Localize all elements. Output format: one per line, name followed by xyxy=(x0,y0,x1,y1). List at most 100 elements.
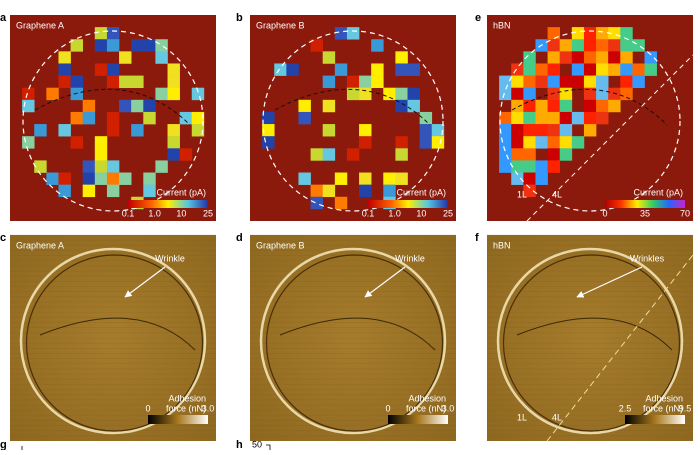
map-pixel xyxy=(583,51,597,64)
map-pixel xyxy=(262,111,275,125)
membrane-shadow xyxy=(25,254,204,432)
map-pixel xyxy=(523,148,536,161)
colorbar-tick: 2.5 xyxy=(619,403,632,413)
map-pixel xyxy=(608,39,621,52)
map-pixel xyxy=(571,63,585,76)
map-pixel xyxy=(371,63,384,76)
panel-letter: h xyxy=(236,439,243,450)
colorbar xyxy=(148,415,208,424)
colorbar xyxy=(368,200,448,208)
map-pixel xyxy=(94,148,108,161)
map-pixel xyxy=(523,111,536,125)
map-pixel xyxy=(559,111,573,125)
dashed-outline xyxy=(22,30,204,212)
map-pixel xyxy=(119,172,132,185)
map-pixel xyxy=(407,63,420,76)
colorbar xyxy=(128,200,208,208)
map-pixel xyxy=(58,124,71,137)
colorbar-tick: 0.1 xyxy=(122,208,135,218)
map-pixel xyxy=(620,63,633,76)
colorbar xyxy=(605,200,685,208)
map-pixel xyxy=(535,99,548,113)
map-pixel xyxy=(608,87,621,101)
panel-title: hBN xyxy=(493,20,511,30)
layer-label: 4L xyxy=(552,189,562,199)
map-pixel xyxy=(106,160,120,173)
map-pixel xyxy=(395,99,408,113)
map-pixel xyxy=(395,148,408,161)
map-pixel xyxy=(82,172,96,185)
map-pixel xyxy=(523,99,536,113)
colorbar-tick: 25 xyxy=(203,208,213,218)
wrinkle-line xyxy=(279,317,436,351)
map-pixel xyxy=(346,148,360,161)
colorbar-label: Adhesion xyxy=(645,393,683,403)
colorbar-label: Adhesion xyxy=(168,393,206,403)
map-pixel xyxy=(346,27,360,40)
panel-title: hBN xyxy=(493,240,511,250)
map-pixel xyxy=(523,75,536,89)
map-pixel xyxy=(511,99,524,113)
map-pixel xyxy=(608,63,621,76)
map-pixel xyxy=(419,136,433,149)
map-pixel xyxy=(143,111,156,125)
map-pixel xyxy=(632,39,645,52)
map-pixel xyxy=(571,75,585,89)
map-pixel xyxy=(547,51,561,64)
map-pixel xyxy=(286,63,299,76)
map-pixel xyxy=(559,99,573,113)
map-pixel xyxy=(131,75,144,89)
map-pixel xyxy=(547,63,561,76)
map-pixel xyxy=(608,27,621,40)
map-pixel xyxy=(167,63,180,76)
map-pixel xyxy=(511,75,524,89)
map-pixel xyxy=(523,63,536,76)
map-pixel xyxy=(82,160,96,173)
panel-title: Graphene B xyxy=(256,240,305,250)
map-pixel xyxy=(94,160,108,173)
map-pixel xyxy=(106,75,120,89)
colorbar-label: Adhesion xyxy=(408,393,446,403)
annotation: Wrinkles xyxy=(630,253,665,263)
wrinkle-trace xyxy=(511,88,668,126)
map-pixel xyxy=(511,111,524,125)
map-pixel xyxy=(511,136,524,149)
map-pixel xyxy=(82,184,96,198)
map-pixel xyxy=(547,160,561,173)
map-pixel xyxy=(620,51,633,64)
map-pixel xyxy=(632,75,645,89)
dashed-outline xyxy=(499,30,681,212)
map-pixel xyxy=(334,172,348,185)
map-pixel xyxy=(583,27,597,40)
map-pixel xyxy=(262,124,275,137)
colorbar-tick: 10 xyxy=(416,208,426,218)
wrinkle-trace xyxy=(274,88,431,126)
map-pixel xyxy=(274,63,287,76)
map-pixel xyxy=(131,124,144,137)
layer-label: 4L xyxy=(552,412,562,422)
map-pixel xyxy=(46,87,59,101)
map-pixel xyxy=(620,39,633,52)
axis-tick-label: 50 xyxy=(252,439,262,449)
map-pixel xyxy=(535,172,548,185)
map-pixel xyxy=(298,172,311,185)
wrinkle-line xyxy=(39,317,196,351)
map-pixel xyxy=(571,111,585,125)
map-pixel xyxy=(583,99,597,113)
panel-title: Graphene A xyxy=(16,240,64,250)
map-pixel xyxy=(395,51,408,64)
map-pixel xyxy=(155,160,168,173)
map-pixel xyxy=(535,160,548,173)
map-pixel xyxy=(322,99,336,113)
panel-letter: d xyxy=(236,232,243,244)
map-pixel xyxy=(499,136,512,149)
map-pixel xyxy=(298,111,311,125)
map-pixel xyxy=(583,39,597,52)
map-pixel xyxy=(310,196,324,210)
map-pixel xyxy=(523,136,536,149)
colorbar-label: force (nN) xyxy=(643,403,683,413)
membrane-edge xyxy=(496,247,684,435)
map-pixel xyxy=(94,136,108,149)
map-pixel xyxy=(395,63,408,76)
map-pixel xyxy=(511,172,524,185)
